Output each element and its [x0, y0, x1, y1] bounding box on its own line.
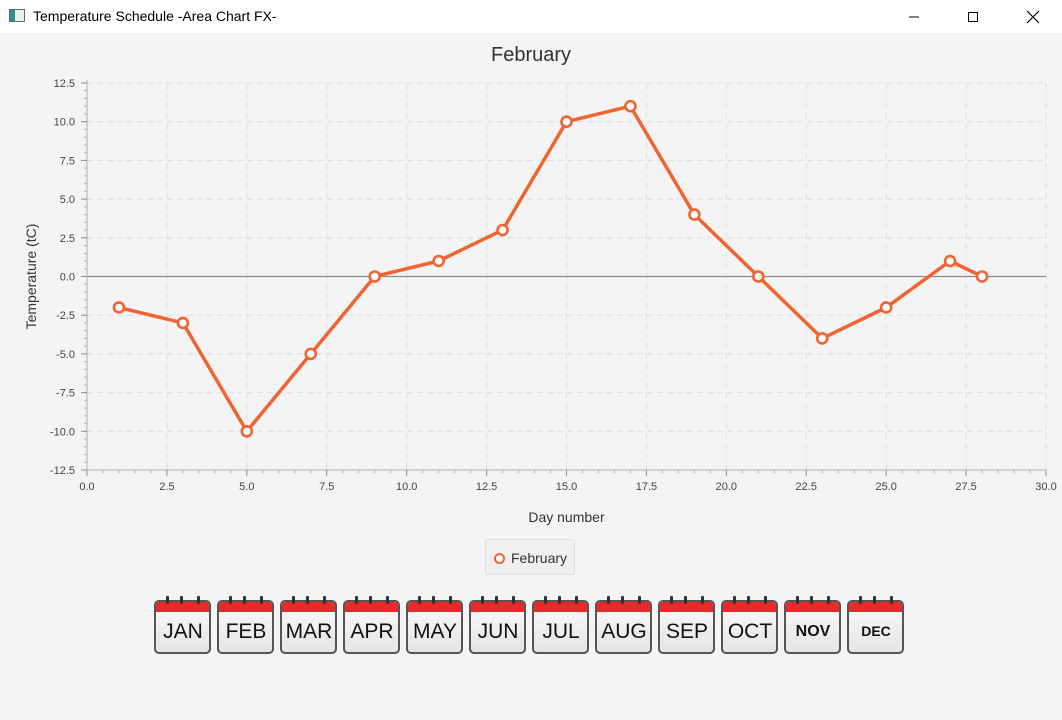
month-label: NOV: [795, 623, 831, 640]
month-button-nov[interactable]: NOV: [783, 596, 843, 656]
maximize-button[interactable]: [950, 0, 996, 33]
x-tick-label: 22.5: [796, 481, 817, 493]
x-tick-label: 30.0: [1035, 481, 1056, 493]
y-tick-label: -2.5: [56, 310, 75, 322]
calendar-icon: [658, 600, 715, 654]
x-tick-label: 27.5: [955, 481, 976, 493]
y-tick-label: 12.5: [54, 78, 75, 90]
month-button-may[interactable]: MAY: [405, 596, 465, 656]
data-point: [751, 270, 765, 283]
calendar-icon: [784, 600, 841, 654]
data-point: [975, 270, 989, 283]
data-point: [432, 254, 445, 268]
calendar-icon: [154, 600, 211, 654]
month-button-mar[interactable]: MAR: [279, 596, 339, 656]
month-label: AUG: [601, 620, 647, 643]
y-tick-label: 5.0: [60, 194, 75, 206]
data-point: [304, 347, 318, 361]
y-tick-label: -10.0: [50, 426, 75, 438]
close-icon: [1026, 10, 1040, 23]
calendar-icon: [532, 600, 589, 654]
maximize-icon: [968, 11, 978, 22]
legend-label: February: [511, 550, 568, 566]
series-line-february: [118, 104, 983, 434]
data-point: [240, 424, 254, 438]
y-tick-label: -12.5: [50, 465, 75, 477]
month-selector: JAN FEB MAR APR MAY JUN JUL AUG SEP OCT NOV DEC: [153, 596, 909, 656]
data-point: [560, 115, 573, 129]
legend-marker: [494, 553, 505, 564]
y-axis-label: Temperature (tC): [23, 224, 39, 330]
calendar-icon: [217, 600, 274, 654]
month-button-jul[interactable]: JUL: [531, 596, 591, 656]
y-tick-label: 0.0: [60, 272, 75, 284]
x-tick-label: 2.5: [159, 481, 174, 493]
title-bar: Temperature Schedule -Area Chart FX-: [0, 0, 1062, 33]
x-tick-label: 25.0: [875, 481, 896, 493]
month-button-sep[interactable]: SEP: [657, 596, 717, 656]
x-tick-label: 15.0: [556, 481, 577, 493]
month-button-dec[interactable]: DEC: [846, 596, 906, 656]
data-point: [815, 332, 829, 345]
month-label: OCT: [727, 620, 773, 643]
y-tick-label: 7.5: [60, 155, 75, 167]
minimize-button[interactable]: [891, 0, 937, 33]
y-tick-label: 2.5: [60, 233, 75, 245]
month-label: JUN: [477, 620, 519, 643]
month-label: SEP: [665, 620, 709, 643]
window-title: Temperature Schedule -Area Chart FX-: [33, 8, 277, 24]
app-icon: [9, 9, 25, 22]
x-tick-label: 17.5: [636, 481, 657, 493]
month-label: DEC: [861, 623, 891, 639]
x-tick-label: 20.0: [716, 481, 737, 493]
x-tick-label: 7.5: [319, 481, 334, 493]
month-button-aug[interactable]: AUG: [594, 596, 654, 656]
calendar-icon: [847, 600, 904, 654]
month-button-apr[interactable]: APR: [342, 596, 402, 656]
data-point: [624, 99, 637, 113]
x-tick-label: 10.0: [396, 481, 417, 493]
calendar-icon: [406, 600, 463, 654]
data-point: [688, 208, 701, 221]
month-label: APR: [350, 620, 394, 643]
y-tick-label: 10.0: [54, 117, 75, 129]
data-point: [496, 223, 509, 237]
month-label: JUL: [542, 620, 580, 643]
x-tick-label: 5.0: [239, 481, 254, 493]
month-button-jun[interactable]: JUN: [468, 596, 528, 656]
data-point: [176, 316, 190, 330]
y-tick-label: -5.0: [56, 349, 75, 361]
month-label: MAR: [285, 620, 333, 643]
month-button-oct[interactable]: OCT: [720, 596, 780, 656]
x-axis-label: Day number: [528, 509, 605, 525]
month-button-feb[interactable]: FEB: [216, 596, 276, 656]
data-point: [879, 301, 893, 314]
month-button-jan[interactable]: JAN: [153, 596, 213, 656]
data-point: [943, 254, 957, 268]
chart-title: February: [490, 44, 572, 66]
calendar-icon: [343, 600, 400, 654]
data-point: [112, 301, 126, 314]
data-point: [368, 270, 382, 283]
month-label: JAN: [163, 620, 203, 643]
minimize-icon: [909, 16, 919, 17]
calendar-icon: [721, 600, 778, 654]
month-label: MAY: [413, 620, 457, 643]
month-label: FEB: [225, 620, 267, 643]
legend: February: [485, 539, 575, 575]
x-tick-label: 12.5: [476, 481, 497, 493]
y-tick-label: -7.5: [56, 388, 75, 400]
x-tick-label: 0.0: [79, 481, 94, 493]
temperature-chart: 12.5 10.0 7.5 5.0 2.5 0.0 -2.5 -5.0 -7.5 -10.0 -12…: [23, 78, 1057, 525]
calendar-icon: [280, 600, 337, 654]
close-button[interactable]: [1010, 0, 1056, 33]
